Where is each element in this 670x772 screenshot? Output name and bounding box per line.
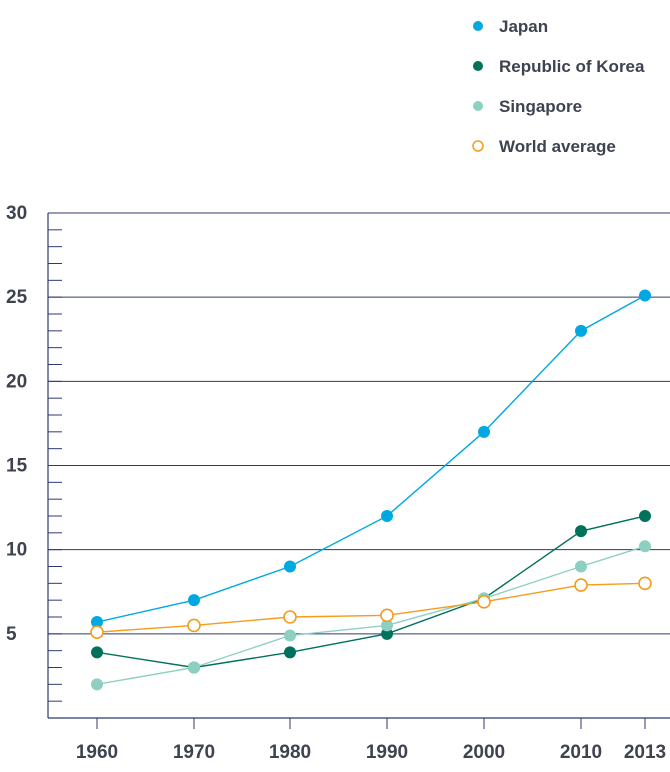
- x-tick-label: 1970: [173, 742, 215, 763]
- data-point-singapore: [575, 560, 587, 573]
- data-point-japan: [478, 425, 490, 438]
- data-point-japan: [575, 324, 587, 337]
- series-line-world-average: [96, 582, 646, 633]
- legend-label-republic-of-korea: Republic of Korea: [499, 57, 645, 76]
- data-point-republic-of-korea: [381, 627, 393, 640]
- y-tick-label: 15: [6, 456, 28, 477]
- data-point-japan: [91, 616, 103, 629]
- data-point-japan: [381, 510, 393, 522]
- y-tick-label: 30: [6, 203, 27, 224]
- data-point-singapore: [284, 629, 296, 642]
- legend-label-singapore: Singapore: [499, 97, 582, 116]
- y-tick-label: 5: [6, 624, 17, 645]
- series-layer: [90, 289, 652, 691]
- data-point-singapore: [188, 661, 200, 674]
- legend-item-republic-of-korea: Republic of Korea: [473, 57, 645, 76]
- x-tick-label: 2010: [560, 742, 602, 763]
- data-point-world-average: [283, 610, 297, 624]
- legend-marker-world-average: [472, 140, 484, 152]
- legend-item-japan: Japan: [473, 17, 548, 36]
- data-point-world-average: [574, 578, 588, 592]
- data-point-singapore: [639, 540, 651, 553]
- data-point-republic-of-korea: [575, 525, 587, 538]
- data-point-japan: [639, 289, 651, 302]
- series-line-republic-of-korea: [96, 515, 646, 669]
- data-point-republic-of-korea: [639, 510, 651, 522]
- axes: [47, 212, 670, 729]
- series-republic-of-korea: [91, 510, 651, 674]
- legend-marker-japan: [473, 21, 483, 31]
- data-point-singapore: [381, 619, 393, 632]
- tick-labels: 5 10 15 20 25 30 1960 1970 1980 1990 2000 2010 2013: [6, 203, 666, 763]
- x-tick-label: 1960: [76, 742, 118, 763]
- data-point-world-average: [90, 625, 104, 639]
- legend-marker-republic-of-korea: [473, 61, 483, 71]
- legend-item-world-average: World average: [472, 137, 616, 156]
- legend: Japan Republic of Korea Singapore World ave…: [472, 17, 645, 156]
- x-tick-label: 1990: [366, 742, 408, 763]
- series-japan: [91, 289, 651, 629]
- x-tick-label: 2013: [624, 742, 666, 763]
- series-world-average: [90, 576, 652, 639]
- y-tick-label: 25: [6, 287, 28, 308]
- data-point-world-average: [380, 608, 394, 623]
- data-point-republic-of-korea: [91, 646, 103, 659]
- data-point-world-average: [187, 618, 201, 633]
- y-tick-label: 20: [6, 371, 27, 392]
- legend-item-singapore: Singapore: [473, 97, 582, 116]
- data-point-singapore: [91, 678, 103, 691]
- legend-label-japan: Japan: [499, 17, 548, 36]
- legend-label-world-average: World average: [499, 137, 616, 156]
- gridlines: [48, 212, 670, 635]
- legend-marker-singapore: [473, 101, 483, 111]
- data-point-world-average: [638, 576, 652, 591]
- data-point-japan: [284, 560, 296, 573]
- x-tick-label: 1980: [269, 742, 311, 763]
- y-tick-label: 10: [6, 540, 27, 561]
- data-point-world-average: [477, 595, 491, 609]
- data-point-japan: [188, 594, 200, 607]
- data-point-republic-of-korea: [284, 646, 296, 659]
- x-tick-label: 2000: [463, 742, 505, 763]
